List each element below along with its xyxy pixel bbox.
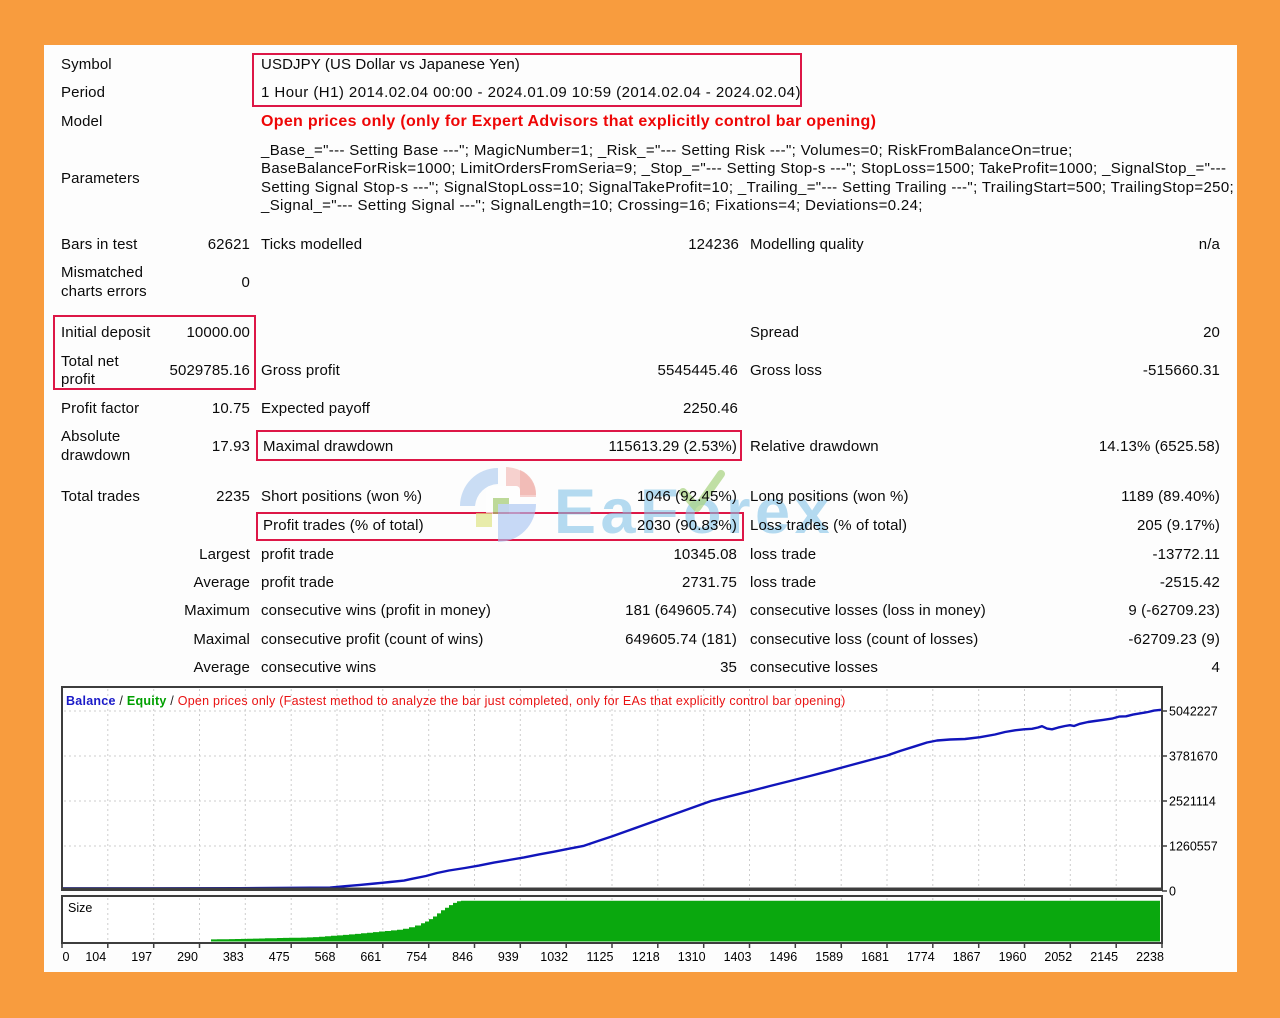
svg-text:0: 0 bbox=[63, 950, 70, 964]
svg-text:104: 104 bbox=[85, 950, 106, 964]
svg-text:568: 568 bbox=[315, 950, 336, 964]
svg-text:1774: 1774 bbox=[907, 950, 935, 964]
svg-text:1260557: 1260557 bbox=[1169, 840, 1218, 854]
svg-text:2145: 2145 bbox=[1090, 950, 1118, 964]
svg-text:1589: 1589 bbox=[815, 950, 843, 964]
svg-text:2521114: 2521114 bbox=[1169, 795, 1216, 809]
svg-text:197: 197 bbox=[131, 950, 152, 964]
svg-text:1681: 1681 bbox=[861, 950, 889, 964]
svg-text:5042227: 5042227 bbox=[1169, 705, 1218, 719]
svg-text:939: 939 bbox=[498, 950, 519, 964]
svg-text:383: 383 bbox=[223, 950, 244, 964]
svg-text:3781670: 3781670 bbox=[1169, 750, 1218, 764]
svg-text:1032: 1032 bbox=[540, 950, 568, 964]
svg-text:1218: 1218 bbox=[632, 950, 660, 964]
svg-text:0: 0 bbox=[1169, 885, 1176, 899]
svg-text:1496: 1496 bbox=[769, 950, 797, 964]
svg-text:1125: 1125 bbox=[587, 950, 614, 964]
svg-text:661: 661 bbox=[360, 950, 381, 964]
svg-text:846: 846 bbox=[452, 950, 473, 964]
svg-text:290: 290 bbox=[177, 950, 198, 964]
svg-text:1960: 1960 bbox=[999, 950, 1027, 964]
svg-text:2238: 2238 bbox=[1136, 950, 1164, 964]
svg-text:1403: 1403 bbox=[724, 950, 752, 964]
svg-text:Size: Size bbox=[68, 901, 92, 915]
svg-text:EaForex: EaForex bbox=[554, 477, 834, 547]
svg-text:2052: 2052 bbox=[1044, 950, 1072, 964]
svg-text:475: 475 bbox=[269, 950, 290, 964]
svg-text:754: 754 bbox=[406, 950, 427, 964]
svg-text:1310: 1310 bbox=[678, 950, 706, 964]
svg-text:1867: 1867 bbox=[953, 950, 981, 964]
